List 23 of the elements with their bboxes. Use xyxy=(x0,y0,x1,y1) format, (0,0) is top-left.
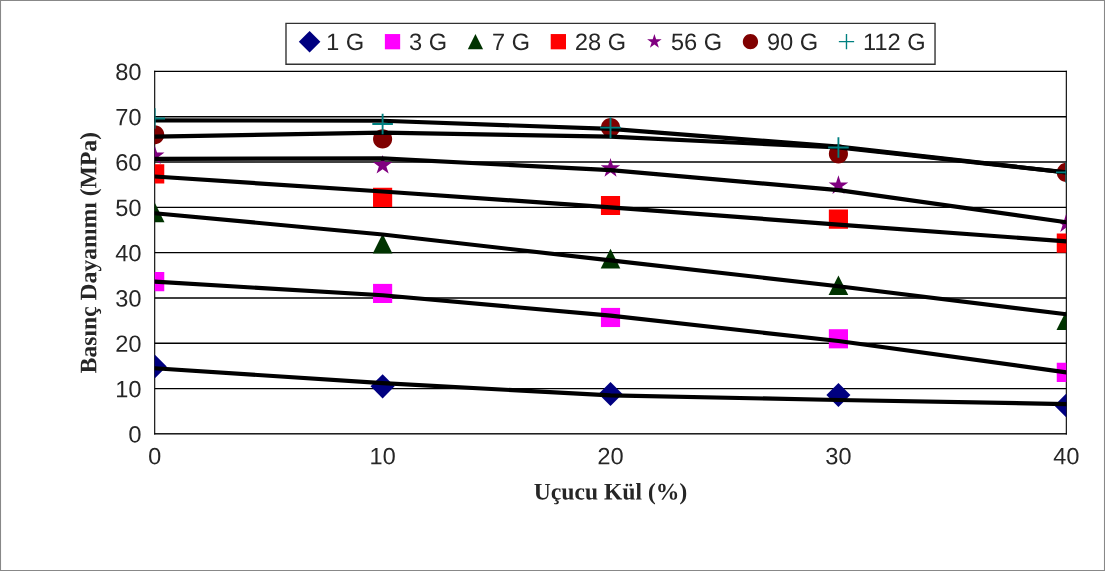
y-tick-label: 60 xyxy=(116,154,141,171)
legend-label: 90 G xyxy=(768,33,817,51)
x-tick-label: 10 xyxy=(371,447,395,465)
y-tick-label: 70 xyxy=(116,108,141,126)
y-axis-title: Basınç Dayanımı (MPa) xyxy=(79,133,102,373)
legend-label: 7 G xyxy=(493,33,529,51)
x-tick-label: 40 xyxy=(1053,447,1079,465)
x-tick-label: 20 xyxy=(598,447,623,465)
y-tick-label: 40 xyxy=(115,244,141,262)
y-tick-label: 10 xyxy=(117,380,141,398)
y-tick-label: 20 xyxy=(116,335,141,353)
legend-label: 1 G xyxy=(327,33,363,51)
legend-label: 112 G xyxy=(864,33,924,51)
y-tick-label: 30 xyxy=(116,290,141,307)
y-tick-label: 0 xyxy=(129,426,141,443)
legend-label: 56 G xyxy=(671,33,721,51)
x-axis-title: Uçucu Kül (%) xyxy=(534,483,687,505)
legend-label: 28 G xyxy=(576,33,625,51)
legend-label: 3 G xyxy=(409,33,446,51)
x-tick-label: 30 xyxy=(826,447,851,465)
y-tick-label: 50 xyxy=(116,199,141,217)
y-tick-label: 80 xyxy=(116,63,141,81)
x-tick-label: 0 xyxy=(149,447,161,465)
